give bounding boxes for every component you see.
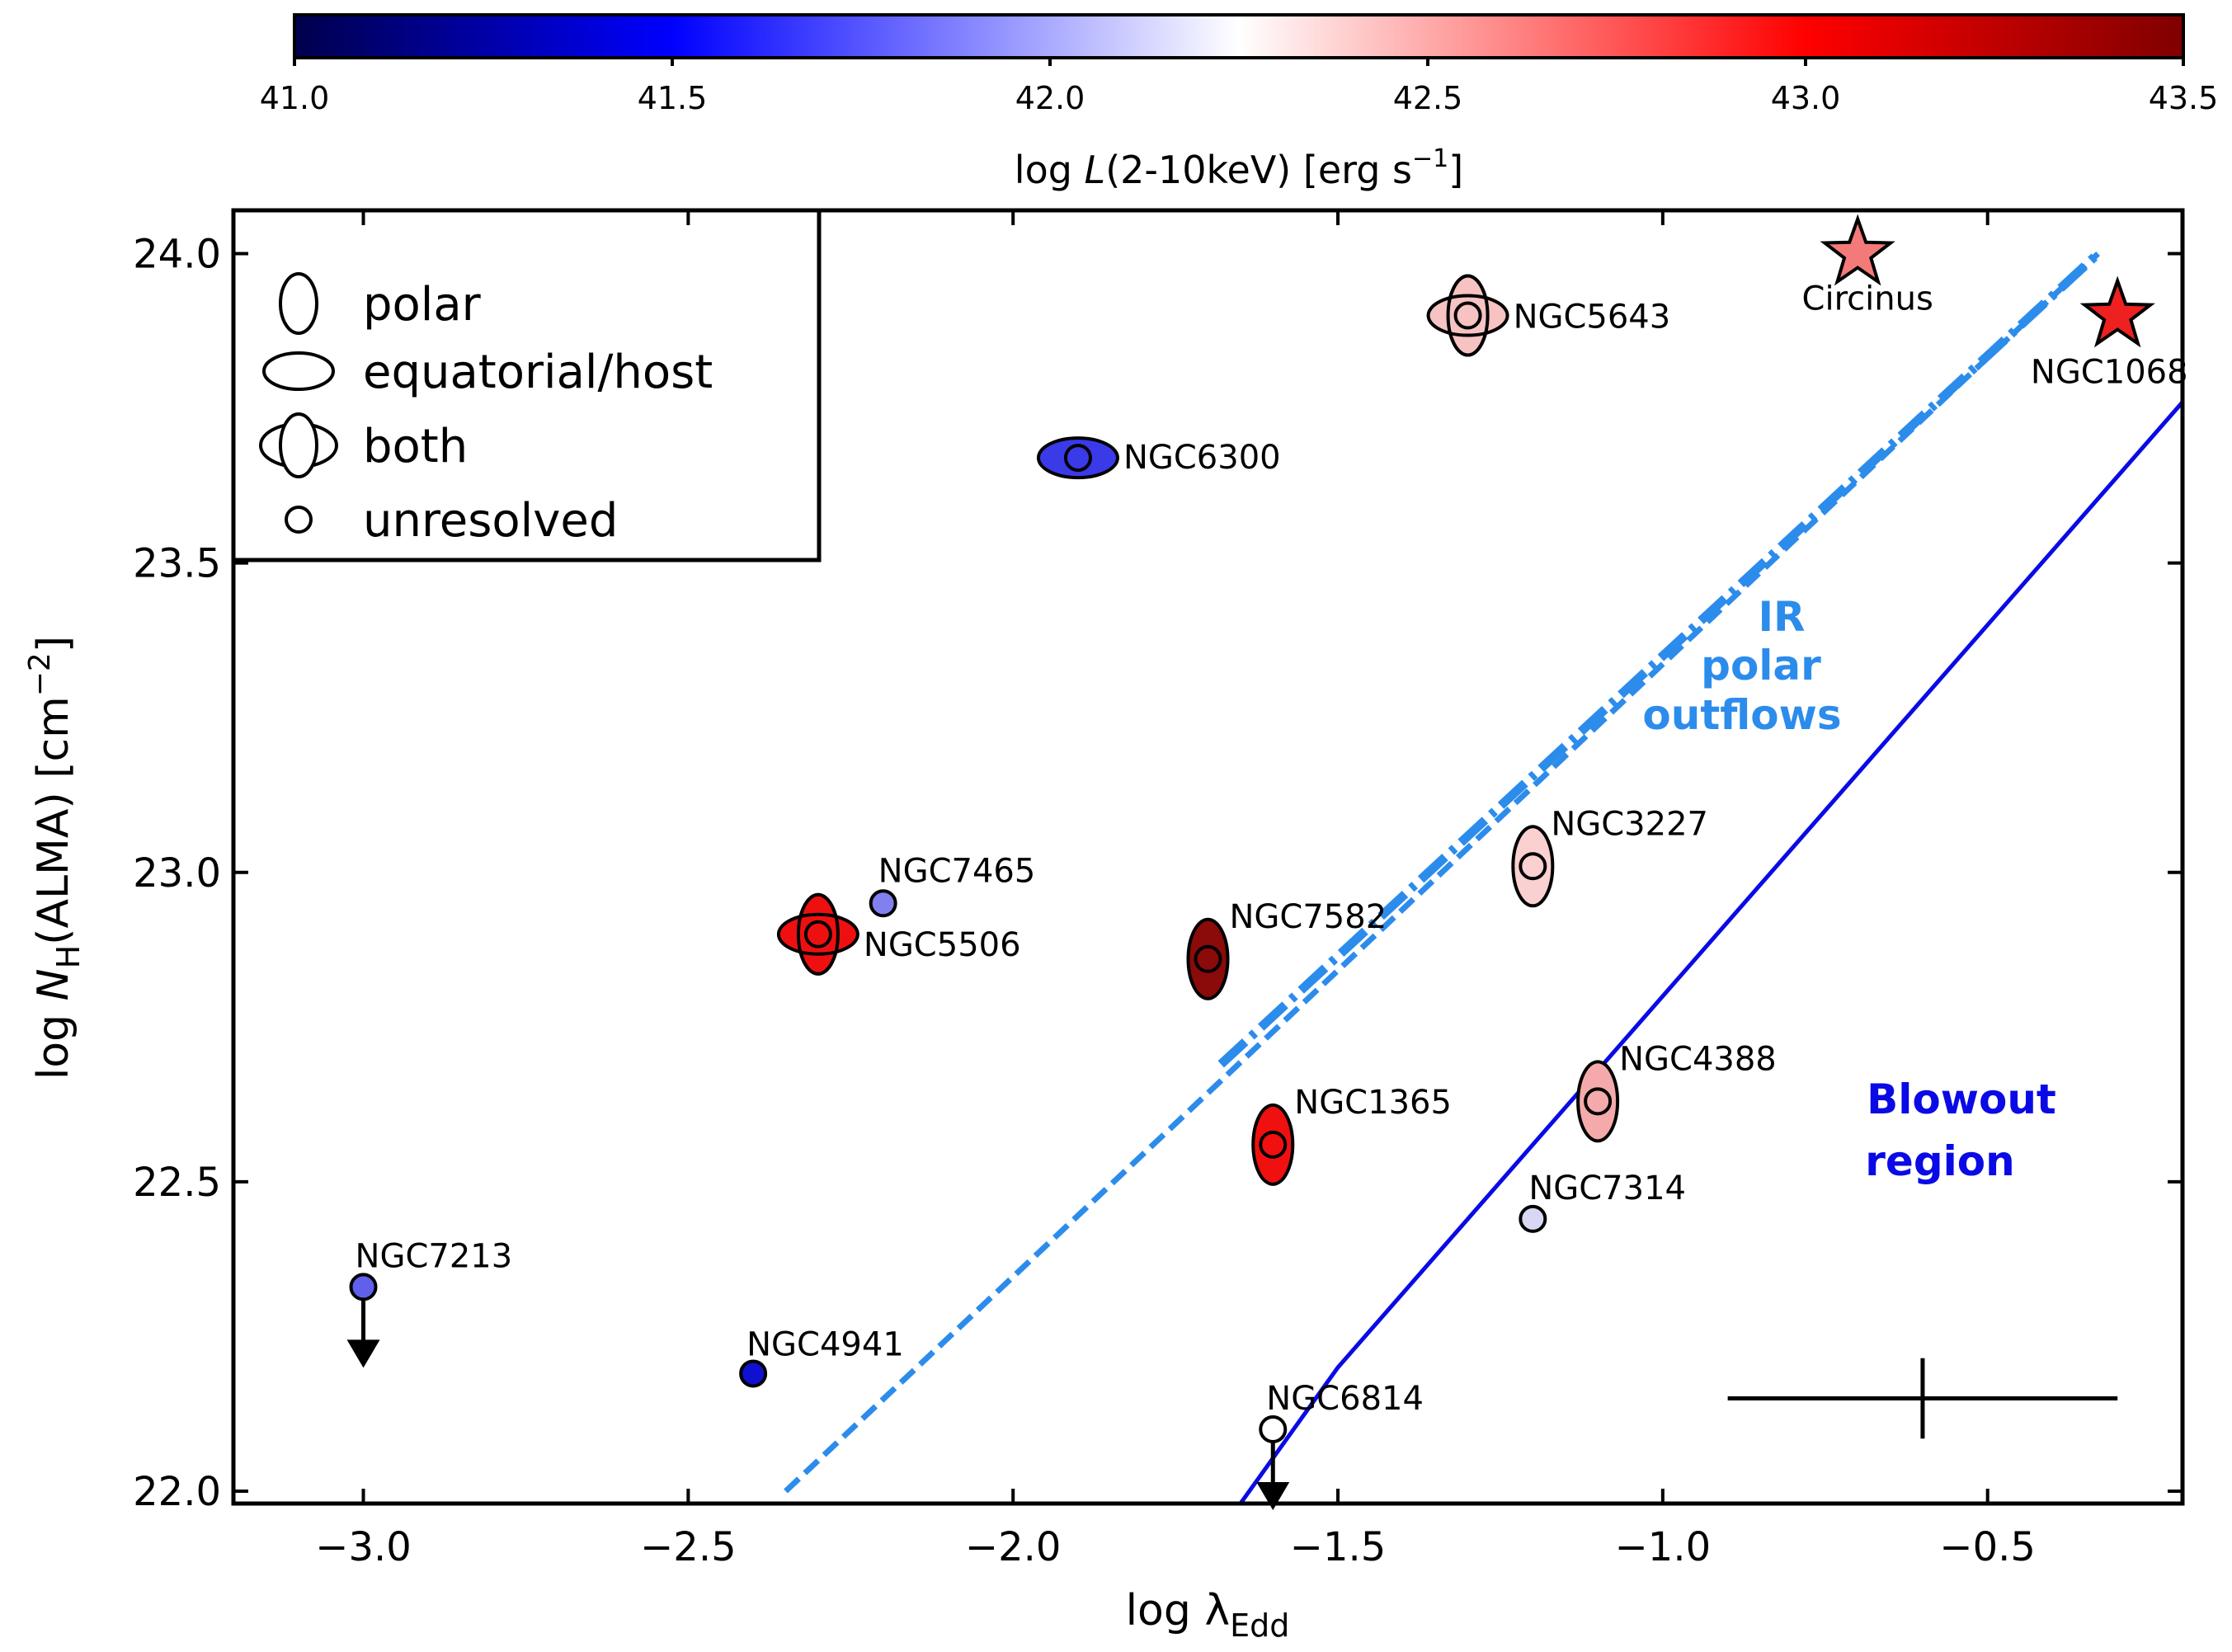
blowout-region-label: region <box>1865 1137 2014 1185</box>
y-axis-title: log NH(ALMA) [cm−2] <box>23 636 87 1080</box>
ir-region-label: outflows <box>1642 691 1841 739</box>
colorbar-tick-label: 42.0 <box>1015 80 1085 116</box>
point-ngc7465: NGC7465 <box>869 852 1036 918</box>
polar-ellipse-outline <box>1446 274 1490 357</box>
colorbar-tick-label: 43.5 <box>2149 80 2219 116</box>
unresolved-circle-marker <box>349 1273 378 1301</box>
y-tick-label: 22.0 <box>133 1469 221 1515</box>
star-marker <box>1820 214 1895 286</box>
point-label: NGC6814 <box>1266 1380 1424 1418</box>
colorbar-tick-label: 41.0 <box>260 80 330 116</box>
point-label: NGC4941 <box>746 1325 904 1363</box>
blowout-region-label: Blowout <box>1867 1075 2056 1123</box>
colorbar-title: log L(2-10keV) [erg s−1] <box>1015 144 1463 192</box>
unresolved-circle-marker <box>1519 1204 1547 1233</box>
plot-frame <box>231 208 2185 1506</box>
point-ngc4941: NGC4941 <box>739 1325 904 1388</box>
point-label: NGC6300 <box>1123 439 1281 477</box>
star-marker <box>2079 275 2155 348</box>
unresolved-circle-marker <box>1519 852 1547 881</box>
legend-item-equatorial: equatorial/host <box>262 346 713 399</box>
legend-label: polar <box>363 278 482 332</box>
colorbar-tick-label: 43.0 <box>1771 80 1841 116</box>
star-ngc1068: NGC1068 <box>2031 275 2188 392</box>
legend-item-polar: polar <box>279 272 482 335</box>
point-label: NGC4388 <box>1619 1040 1777 1078</box>
x-tick-label: −1.0 <box>1615 1524 1712 1570</box>
blowout-boundary <box>1238 400 2183 1504</box>
legend-item-unresolved: unresolved <box>285 494 618 548</box>
legend-polar-ellipse <box>279 272 318 335</box>
unresolved-circle-marker <box>1453 301 1482 330</box>
point-ngc6814: NGC6814 <box>1256 1380 1424 1510</box>
colorbar-ticks: 41.0 41.5 42.0 42.5 43.0 43.5 <box>260 58 2219 116</box>
x-tick-label: −1.5 <box>1290 1524 1387 1570</box>
point-ngc5506: NGC5506 <box>776 892 1021 976</box>
polar-ellipse-outline <box>796 892 840 976</box>
legend-label: equatorial/host <box>363 346 713 399</box>
x-axis-title: log λEdd <box>1126 1586 1290 1644</box>
error-bar <box>1727 1358 2118 1439</box>
point-ngc3227: NGC3227 <box>1511 805 1708 908</box>
colorbar: 41.0 41.5 42.0 42.5 43.0 43.5 log L(2-10keV) … <box>260 13 2219 192</box>
unresolved-circle-marker <box>1063 444 1092 473</box>
star-label: Circinus <box>1802 280 1933 318</box>
unresolved-circle-marker <box>1259 1414 1288 1443</box>
x-tick-label: −2.0 <box>965 1524 1062 1570</box>
point-ngc7582: NGC7582 <box>1186 898 1387 1000</box>
x-axis-ticks: −3.0 −2.5 −2.0 −1.5 −1.0 −0.5 <box>315 210 2036 1570</box>
star-points: Circinus NGC1068 <box>1802 214 2188 392</box>
unresolved-circle-marker <box>739 1359 768 1388</box>
x-tick-label: −3.0 <box>315 1524 412 1570</box>
point-ngc6300: NGC6300 <box>1036 436 1281 480</box>
y-tick-label: 23.0 <box>133 850 221 897</box>
colorbar-gradient <box>293 13 2185 59</box>
upper-limit-arrow-head <box>1256 1481 1290 1510</box>
point-label: NGC7465 <box>878 852 1036 890</box>
legend: polar equatorial/host both unresolved <box>231 208 822 562</box>
star-circinus: Circinus <box>1802 214 1933 318</box>
point-ngc7314: NGC7314 <box>1519 1170 1686 1233</box>
y-tick-label: 23.5 <box>133 541 221 587</box>
upper-limit-arrow-head <box>346 1339 380 1368</box>
point-label: NGC5643 <box>1514 299 1671 337</box>
y-tick-label: 24.0 <box>133 232 221 278</box>
legend-label: unresolved <box>363 494 618 548</box>
y-axis-ticks: 22.0 22.5 23.0 23.5 24.0 <box>133 232 2183 1515</box>
point-ngc4388: NGC4388 <box>1576 1040 1777 1143</box>
ir-polar-outflows-dashdot <box>1217 250 2102 1068</box>
point-label: NGC7213 <box>356 1237 513 1275</box>
y-tick-label: 22.5 <box>133 1160 221 1206</box>
point-label: NGC1365 <box>1294 1084 1452 1122</box>
ir-polar-outflows-dashed <box>784 251 2101 1494</box>
unresolved-circle-marker <box>869 889 897 918</box>
legend-polar-ellipse <box>279 412 318 478</box>
point-label: NGC7582 <box>1230 898 1387 936</box>
legend-label: both <box>363 420 468 473</box>
point-ngc5643: NGC5643 <box>1426 274 1671 357</box>
unresolved-circle-marker <box>1194 944 1222 973</box>
x-tick-label: −2.5 <box>640 1524 737 1570</box>
colorbar-tick-label: 42.5 <box>1393 80 1463 116</box>
legend-equatorial-ellipse <box>262 351 335 391</box>
ir-region-label: IR <box>1758 593 1805 641</box>
point-ngc1365: NGC1365 <box>1251 1084 1452 1186</box>
unresolved-circle-marker <box>803 920 832 948</box>
x-tick-label: −0.5 <box>1939 1524 2036 1570</box>
point-label: NGC7314 <box>1528 1170 1686 1207</box>
colorbar-tick-label: 41.5 <box>638 80 708 116</box>
star-label: NGC1068 <box>2031 354 2188 392</box>
unresolved-circle-marker <box>1259 1130 1288 1159</box>
point-label: NGC3227 <box>1551 805 1708 843</box>
ir-region-label: polar <box>1701 642 1821 690</box>
point-label: NGC5506 <box>864 926 1021 964</box>
point-ngc7213: NGC7213 <box>346 1237 513 1368</box>
unresolved-circle-marker <box>1584 1087 1613 1116</box>
legend-unresolved-circle <box>285 506 313 534</box>
data-points: NGC5643 NGC6300 NGC7465 NGC5506 NGC7582 NGC32… <box>346 274 1777 1510</box>
legend-item-both: both <box>259 412 468 478</box>
